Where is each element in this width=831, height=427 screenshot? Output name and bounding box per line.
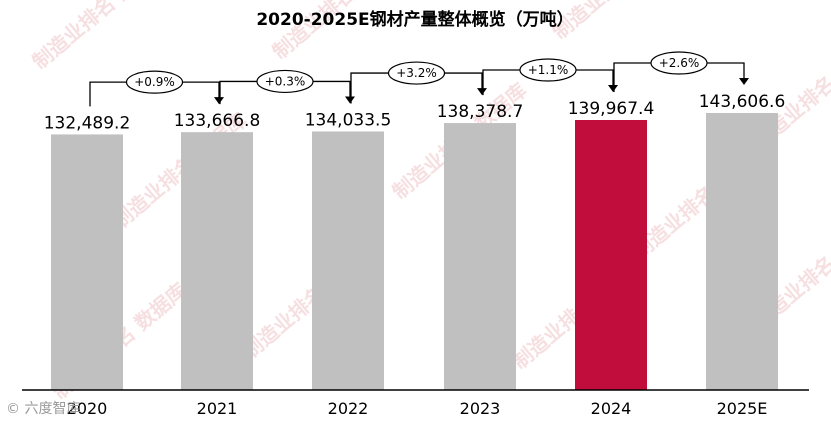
category-labels-group: 2020 2021 2022 2023 2024 2025E bbox=[67, 399, 768, 418]
category-label-2021: 2021 bbox=[197, 399, 238, 418]
bar-2020 bbox=[51, 134, 123, 390]
growth-pill bbox=[387, 61, 446, 85]
growth-pill bbox=[519, 58, 577, 82]
chart-title: 2020-2025E钢材产量整体概览（万吨） bbox=[256, 9, 573, 30]
value-label-2023: 138,378.7 bbox=[437, 102, 524, 122]
bar-2025E bbox=[706, 112, 778, 390]
value-label-2021: 133,666.8 bbox=[174, 111, 261, 131]
growth-pill bbox=[125, 70, 184, 94]
growth-arrowhead bbox=[477, 88, 487, 96]
footer-logo: © 六度智库 bbox=[6, 401, 81, 417]
growth-annotations-group: +0.9% +0.3% +3.2% +1.1% +2.6% bbox=[89, 51, 749, 107]
growth-label: +1.1% bbox=[528, 63, 569, 77]
bar-2023 bbox=[444, 123, 516, 390]
growth-label: +2.6% bbox=[659, 56, 700, 70]
value-label-2025E: 143,606.6 bbox=[699, 92, 786, 112]
bars-group bbox=[51, 112, 778, 391]
growth-annotation-3: +3.2% bbox=[350, 61, 487, 104]
bar-2022 bbox=[312, 131, 384, 391]
growth-annotation-5: +2.6% bbox=[613, 51, 749, 92]
growth-arrowhead bbox=[739, 77, 749, 85]
growth-label: +3.2% bbox=[396, 66, 437, 80]
value-label-2024: 139,967.4 bbox=[568, 99, 655, 119]
watermark-text: 制造业排名 数据库 bbox=[28, 0, 171, 74]
growth-label: +0.3% bbox=[265, 74, 306, 88]
growth-arrowhead bbox=[345, 96, 355, 104]
growth-arrowhead bbox=[214, 97, 224, 105]
category-label-2025E: 2025E bbox=[717, 399, 768, 418]
value-label-2020: 132,489.2 bbox=[44, 113, 131, 133]
bar-2024 bbox=[575, 120, 647, 390]
value-label-2022: 134,033.5 bbox=[305, 110, 392, 130]
category-label-2022: 2022 bbox=[328, 399, 369, 418]
bar-2021 bbox=[181, 132, 253, 390]
growth-annotation-4: +1.1% bbox=[482, 58, 618, 96]
category-label-2024: 2024 bbox=[591, 399, 632, 418]
growth-annotation-2: +0.3% bbox=[219, 69, 355, 105]
growth-pill bbox=[650, 51, 708, 75]
growth-annotation-1: +0.9% bbox=[89, 70, 224, 107]
growth-arrowhead bbox=[608, 85, 618, 92]
value-labels-group: 132,489.2 133,666.8 134,033.5 138,378.7 139,… bbox=[44, 92, 786, 133]
category-label-2020: 2020 bbox=[67, 399, 108, 418]
category-label-2023: 2023 bbox=[460, 399, 501, 418]
growth-label: +0.9% bbox=[134, 75, 175, 89]
growth-pill bbox=[256, 69, 314, 94]
